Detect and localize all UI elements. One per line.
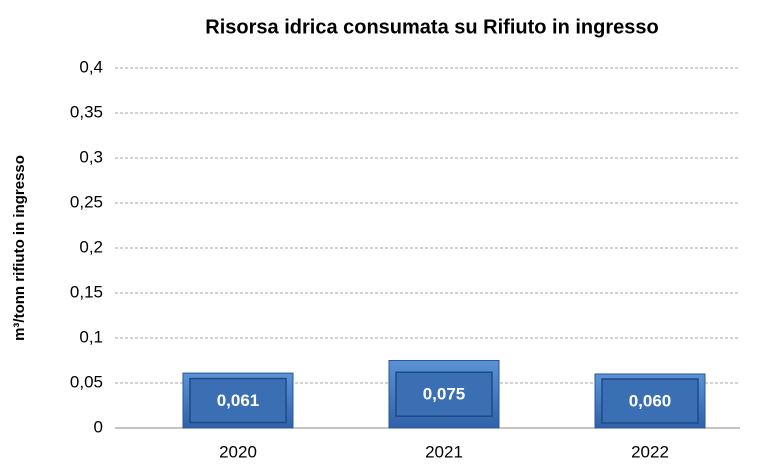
y-tick-label: 0 — [94, 417, 103, 436]
y-tick-label: 0,25 — [70, 192, 103, 211]
y-tick-label: 0,1 — [79, 327, 103, 346]
data-label: 0,061 — [217, 391, 260, 410]
y-tick-label: 0,05 — [70, 372, 103, 391]
data-label-box — [395, 371, 493, 417]
x-tick-label: 2021 — [425, 442, 463, 461]
x-tick-label: 2020 — [219, 442, 257, 461]
data-label-box — [601, 378, 699, 424]
y-tick-label: 0,3 — [79, 147, 103, 166]
y-tick-label: 0,4 — [79, 57, 103, 76]
chart-title: Risorsa idrica consumata su Rifiuto in i… — [205, 16, 658, 38]
y-tick-label: 0,2 — [79, 237, 103, 256]
y-tick-label: 0,15 — [70, 282, 103, 301]
data-label-box — [189, 377, 287, 424]
y-axis-label: m³/tonn rifiuto in ingresso — [11, 155, 28, 341]
x-tick-label: 2022 — [631, 442, 669, 461]
data-label: 0,075 — [423, 385, 466, 404]
y-tick-label: 0,35 — [70, 102, 103, 121]
data-label: 0,060 — [629, 391, 672, 410]
